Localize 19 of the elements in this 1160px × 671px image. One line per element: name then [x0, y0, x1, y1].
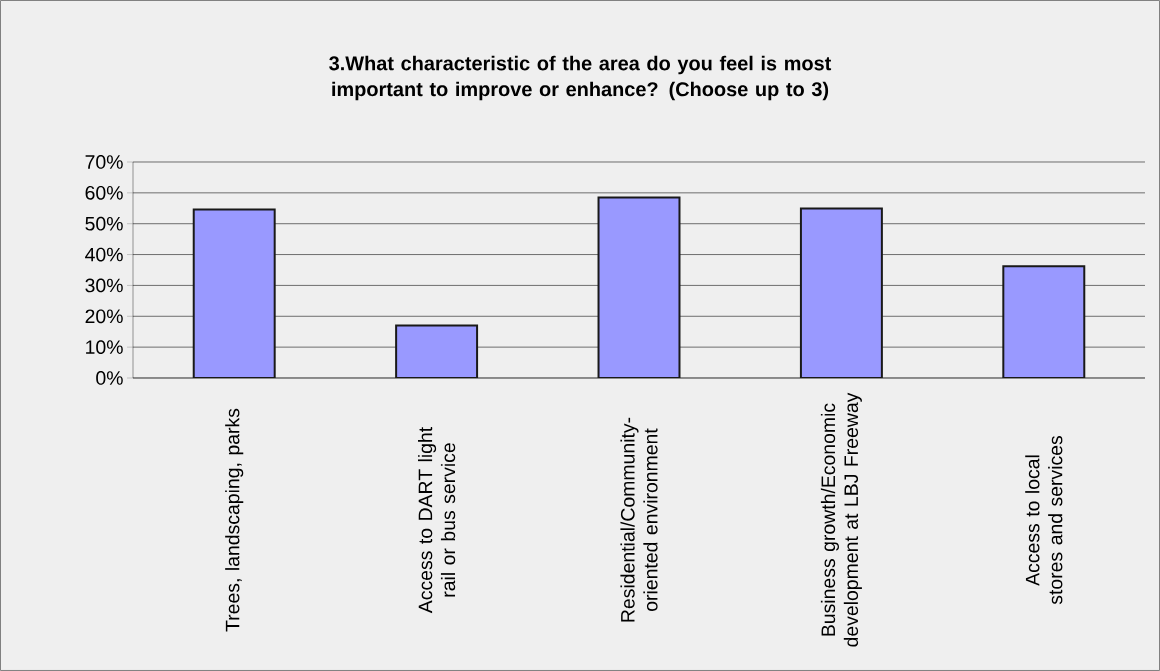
- chart-title: 3.What characteristic of the area do you feel is most important to improve or enhance? (Choose up to 3): [329, 55, 832, 101]
- bar: [192, 208, 276, 378]
- x-tick-label: Access to local stores and services: [1025, 435, 1063, 605]
- x-tick-label: Access to DART light rail or bus service: [418, 426, 456, 614]
- y-tick-label: 20%: [85, 309, 123, 324]
- bar: [597, 196, 681, 378]
- y-tick-label: 0%: [96, 371, 123, 385]
- y-tick-label: 30%: [85, 278, 123, 293]
- bar: [1002, 265, 1086, 378]
- y-tick-label: 50%: [85, 216, 123, 231]
- x-tick-label: Business growth/Economic development at LBJ Freeway: [820, 392, 862, 647]
- y-tick-label: 40%: [85, 247, 123, 262]
- y-tick-label: 10%: [86, 340, 123, 355]
- x-tick-label: Residential/Community-oriented environment: [620, 417, 658, 622]
- y-tick-label: 60%: [85, 185, 123, 200]
- x-tick-label: Trees, landscaping, parks: [225, 408, 244, 632]
- y-tick-label: 70%: [85, 155, 123, 169]
- bar: [799, 207, 883, 378]
- bar: [395, 324, 479, 378]
